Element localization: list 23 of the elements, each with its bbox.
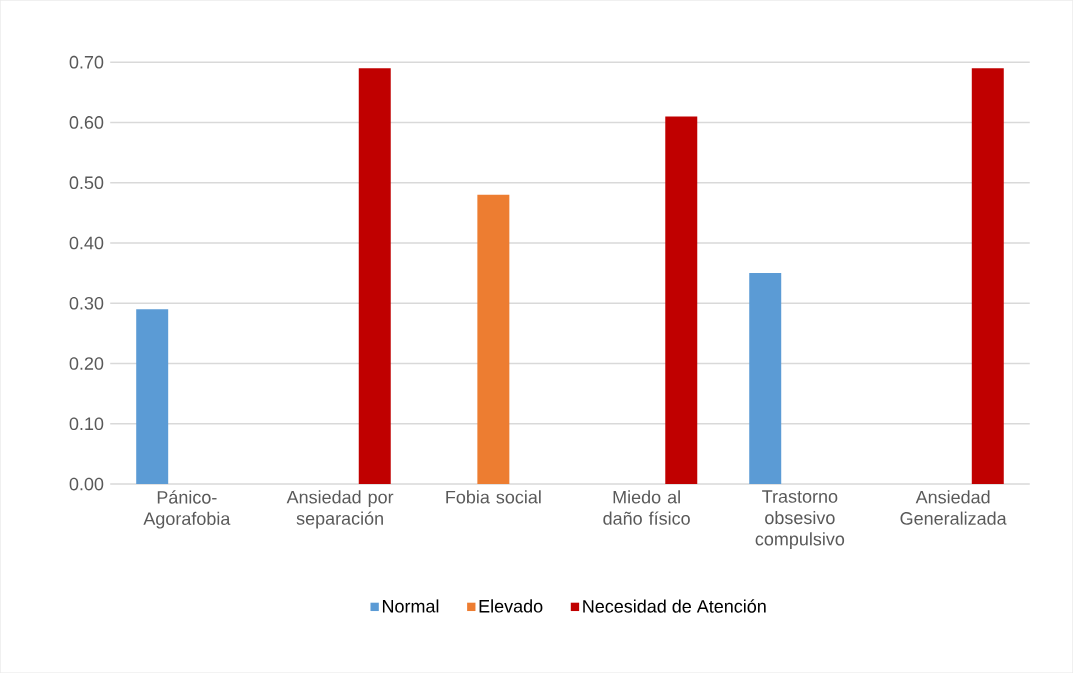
y-tick-label: 0.60 [69, 116, 104, 129]
x-tick-label: Ansiedad Generalizada [900, 490, 1007, 525]
bar [136, 309, 169, 484]
x-tick-label: Ansiedad por separación [286, 490, 394, 529]
y-tick-label: 0.30 [69, 296, 104, 310]
y-tick-label: 0.50 [69, 176, 104, 190]
y-tick-label: 0.70 [69, 55, 104, 69]
bar [477, 194, 510, 484]
y-tick-label: 0.10 [69, 417, 104, 431]
x-tick-label: Pánico-Agorafobia [143, 490, 231, 529]
bar [971, 68, 1004, 484]
x-tick-label: Fobia social [446, 490, 541, 504]
x-tick-label: Miedo al daño físico [603, 490, 690, 525]
bar [665, 116, 698, 484]
legend-label: Elevado [479, 599, 543, 613]
y-tick-label: 0.40 [69, 236, 104, 250]
legend-label: Normal [382, 599, 439, 613]
y-tick-label: 0.20 [69, 357, 104, 370]
y-tick-label: 0.00 [69, 477, 104, 491]
legend-label: Necesidad de Atención [583, 599, 766, 613]
bar [358, 68, 391, 484]
x-tick-label: Trastorno obsesivo compulsivo [755, 490, 845, 549]
bar [749, 273, 782, 484]
